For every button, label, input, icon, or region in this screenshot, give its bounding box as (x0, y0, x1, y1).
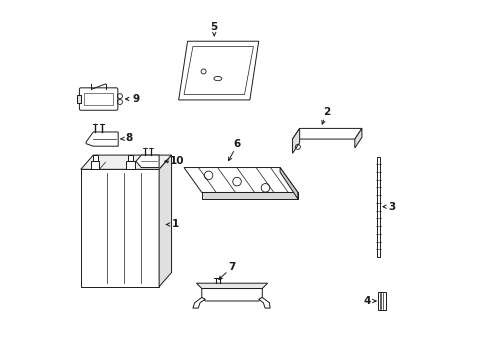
Polygon shape (77, 95, 81, 103)
Text: 3: 3 (388, 202, 395, 212)
Bar (81, 169, 159, 287)
Polygon shape (202, 288, 262, 301)
Bar (128, 155, 133, 162)
Polygon shape (280, 167, 297, 199)
Polygon shape (86, 132, 118, 146)
Bar (376, 157, 379, 257)
Polygon shape (292, 129, 299, 153)
Bar (377, 292, 385, 310)
Text: 9: 9 (132, 94, 139, 104)
Text: 2: 2 (322, 107, 329, 117)
FancyBboxPatch shape (79, 88, 118, 110)
Polygon shape (183, 46, 253, 95)
Polygon shape (202, 193, 297, 199)
Text: 5: 5 (210, 22, 218, 32)
Polygon shape (258, 297, 269, 308)
Polygon shape (196, 283, 267, 288)
Polygon shape (81, 155, 171, 169)
Text: 6: 6 (233, 139, 241, 149)
Bar (92, 155, 97, 162)
Polygon shape (183, 167, 297, 193)
Polygon shape (292, 129, 361, 139)
Text: 10: 10 (169, 156, 184, 166)
Text: 1: 1 (171, 220, 179, 229)
Polygon shape (159, 155, 171, 287)
Text: 8: 8 (125, 133, 132, 143)
Bar (126, 162, 135, 169)
Bar (84, 93, 113, 105)
Polygon shape (136, 155, 159, 167)
Polygon shape (354, 129, 361, 148)
Polygon shape (192, 297, 205, 308)
Text: 4: 4 (363, 296, 370, 306)
Text: 7: 7 (228, 262, 235, 272)
Polygon shape (178, 41, 258, 100)
Bar (91, 162, 99, 169)
